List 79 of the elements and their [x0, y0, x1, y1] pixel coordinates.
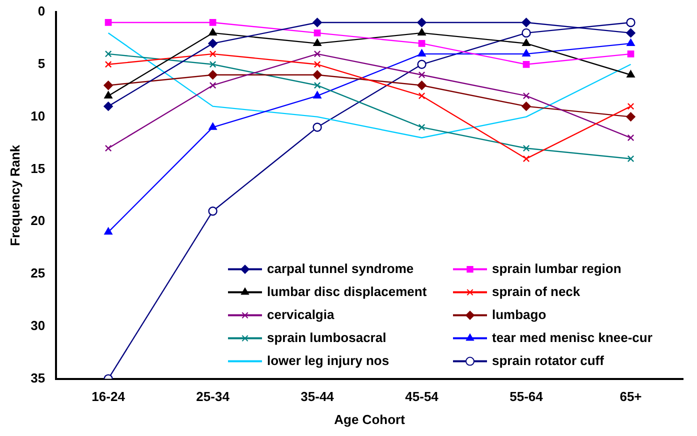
legend-label: sprain lumbosacral — [267, 330, 386, 345]
point — [312, 70, 322, 80]
point — [209, 60, 216, 68]
point — [104, 80, 113, 90]
point — [522, 92, 530, 100]
point — [522, 60, 530, 68]
y-axis-title: Frequency Rank — [7, 144, 22, 246]
point — [314, 50, 321, 58]
point — [104, 60, 112, 68]
legend-label: carpal tunnel syndrome — [267, 260, 414, 276]
y-tick-label: 25 — [30, 266, 46, 281]
x-tick-label: 16-24 — [92, 389, 126, 404]
y-tick-label: 10 — [30, 108, 46, 124]
legend-label: lumbar disc displacement — [267, 284, 428, 299]
y-tick-label: 20 — [30, 213, 46, 228]
point — [417, 80, 426, 90]
y-tick-label: 0 — [38, 4, 46, 19]
point — [312, 18, 322, 28]
point — [208, 38, 218, 48]
point — [209, 50, 216, 58]
legend-label: cervicalgia — [267, 306, 335, 322]
point — [312, 122, 322, 132]
point — [418, 49, 426, 57]
point — [626, 28, 636, 38]
point — [626, 38, 635, 46]
point — [626, 70, 635, 78]
point — [627, 50, 634, 58]
y-tick-label: 5 — [38, 56, 46, 71]
y-tick-label: 30 — [30, 318, 46, 333]
x-tick-label: 45-54 — [405, 389, 440, 404]
y-tick-label: 15 — [30, 160, 46, 176]
point — [522, 144, 530, 152]
point — [417, 18, 426, 28]
point — [208, 28, 217, 36]
point — [418, 92, 426, 100]
point — [417, 60, 426, 69]
point — [627, 102, 634, 110]
point — [314, 30, 321, 36]
point — [104, 102, 113, 111]
legend-label: lower leg injury nos — [267, 352, 390, 368]
point — [208, 70, 218, 80]
point — [209, 19, 216, 26]
point — [314, 60, 321, 68]
x-tick-label: 25-34 — [196, 389, 230, 404]
point — [522, 28, 531, 38]
x-tick-label: 65+ — [620, 389, 642, 404]
x-axis-title: Age Cohort — [334, 412, 406, 427]
point — [314, 82, 321, 89]
legend-label: sprain rotator cuff — [492, 352, 605, 368]
y-tick-label: 35 — [30, 370, 46, 386]
point — [626, 18, 636, 28]
point — [522, 38, 530, 46]
point — [627, 134, 634, 142]
legend-label: sprain of neck — [492, 284, 581, 299]
point — [104, 91, 112, 98]
point — [418, 71, 426, 78]
point — [418, 40, 426, 47]
point — [208, 206, 218, 216]
point — [522, 18, 531, 28]
legend-label: sprain lumbar region — [492, 260, 622, 276]
point — [627, 155, 634, 162]
x-tick-label: 55-64 — [510, 389, 544, 404]
legend-label: tear med menisc knee-cur — [492, 330, 652, 345]
point — [209, 82, 216, 89]
point — [522, 49, 530, 57]
point — [418, 28, 426, 36]
point — [418, 124, 426, 131]
point — [522, 102, 531, 111]
point — [626, 112, 636, 122]
point — [104, 227, 112, 235]
point — [522, 155, 530, 162]
x-tick-label: 35-44 — [300, 389, 335, 404]
legend-label: lumbago — [492, 306, 546, 322]
point — [313, 91, 322, 98]
point — [104, 50, 112, 58]
point — [208, 122, 217, 130]
point — [313, 38, 322, 46]
point — [104, 19, 112, 26]
point — [104, 144, 112, 152]
